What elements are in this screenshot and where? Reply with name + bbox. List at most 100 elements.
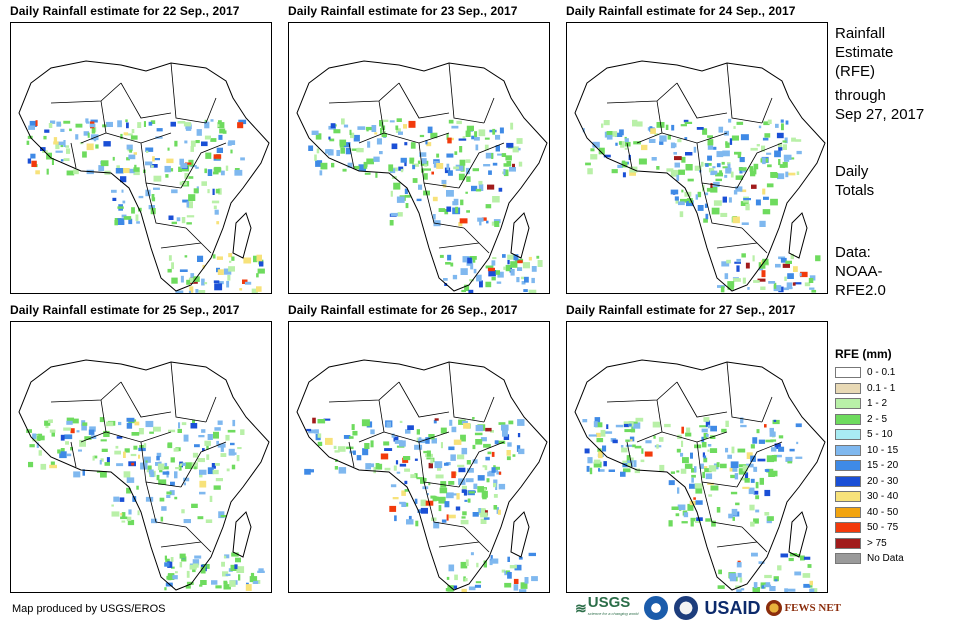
rain-cell xyxy=(707,145,713,150)
rain-cell xyxy=(129,168,135,174)
madagascar-outline xyxy=(232,511,252,558)
rain-cell xyxy=(186,570,190,578)
rain-cell xyxy=(513,584,519,591)
rain-cell xyxy=(480,518,487,524)
legend-item: 1 - 2 xyxy=(835,396,904,412)
rain-cell xyxy=(702,452,705,458)
rain-cell xyxy=(145,189,151,197)
rain-cell xyxy=(315,160,323,167)
rain-cell xyxy=(256,254,262,262)
rain-cell xyxy=(460,199,464,206)
rain-cell xyxy=(106,421,114,427)
rain-cell xyxy=(468,289,474,293)
rain-cell xyxy=(193,188,199,194)
rain-cell xyxy=(177,428,182,433)
rainfall-map xyxy=(566,321,828,593)
noaa-logo xyxy=(644,596,669,620)
rain-cell xyxy=(510,261,518,268)
rain-cell xyxy=(57,449,61,454)
rain-cell xyxy=(228,452,237,455)
rain-cell xyxy=(742,486,750,489)
rain-cell xyxy=(493,505,498,510)
rain-cell xyxy=(498,422,506,425)
country-border xyxy=(448,361,485,423)
country-border xyxy=(463,526,490,553)
rain-cell xyxy=(60,434,65,441)
rain-cell xyxy=(126,516,132,521)
rain-cell xyxy=(490,430,494,433)
rain-cell xyxy=(800,555,805,561)
rain-cell xyxy=(187,201,193,209)
rain-cell xyxy=(133,445,138,450)
rain-cell xyxy=(201,429,206,433)
rain-cell xyxy=(632,422,641,429)
rain-cell xyxy=(167,574,172,581)
rain-cell xyxy=(795,139,802,142)
rain-cell xyxy=(456,120,462,125)
legend-swatch xyxy=(835,429,861,441)
rain-cell xyxy=(376,138,382,145)
rain-cell xyxy=(66,420,73,425)
rain-cell xyxy=(30,153,36,159)
legend-item: > 75 xyxy=(835,536,904,552)
rain-cell xyxy=(703,466,708,470)
rain-cell xyxy=(167,443,170,448)
rain-cell xyxy=(476,562,479,568)
rain-cell xyxy=(49,464,57,469)
rain-cell xyxy=(373,156,380,162)
rain-cell xyxy=(204,440,211,446)
rain-cell xyxy=(126,422,133,429)
rain-cell xyxy=(788,557,794,562)
rain-cell xyxy=(678,169,685,175)
rain-cell xyxy=(168,255,172,261)
rain-cell xyxy=(755,495,760,500)
side-heading: Rainfall Estimate (RFE) xyxy=(835,24,893,81)
rain-cell xyxy=(464,499,468,502)
rain-cell xyxy=(410,142,416,149)
rain-cell xyxy=(710,183,713,189)
rain-cell xyxy=(404,188,408,194)
rain-cell xyxy=(214,209,219,215)
country-border xyxy=(483,396,495,423)
rain-cell xyxy=(190,140,196,147)
rain-cell xyxy=(243,257,252,264)
rain-cell xyxy=(740,134,749,141)
rain-cell xyxy=(767,516,774,521)
rain-cell xyxy=(727,285,734,290)
rain-cell xyxy=(156,474,160,481)
legend-item: 2 - 5 xyxy=(835,412,904,428)
rain-cell xyxy=(462,256,470,263)
rain-cell xyxy=(50,120,56,124)
rain-cell xyxy=(389,220,394,226)
rain-cell xyxy=(704,468,712,473)
rain-cell xyxy=(432,196,438,202)
rain-cell xyxy=(212,188,215,195)
rain-cell xyxy=(126,487,131,494)
rain-cell xyxy=(461,289,466,293)
rain-cell xyxy=(603,120,610,126)
rain-cell xyxy=(491,260,496,266)
rain-cell xyxy=(740,477,746,481)
rain-cell xyxy=(528,256,532,261)
rain-cell xyxy=(174,496,178,500)
rain-cell xyxy=(774,150,781,158)
rain-cell xyxy=(181,168,189,172)
rain-cell xyxy=(431,438,437,444)
rain-cell xyxy=(707,444,712,447)
rain-cell xyxy=(338,467,347,474)
rain-cell xyxy=(469,279,474,282)
rain-cell xyxy=(192,452,199,458)
rain-cell xyxy=(204,282,208,285)
rain-cell xyxy=(753,466,758,472)
rain-cell xyxy=(226,468,230,472)
rain-cell xyxy=(421,158,427,164)
rain-cell xyxy=(484,144,489,151)
rain-cell xyxy=(325,437,333,445)
rain-cell xyxy=(531,576,538,582)
rain-cell xyxy=(694,165,702,171)
rain-cell xyxy=(710,485,719,491)
rain-cell xyxy=(145,147,154,152)
continent-outline xyxy=(18,60,270,292)
rain-cell xyxy=(485,456,490,461)
rain-cell xyxy=(690,520,694,527)
